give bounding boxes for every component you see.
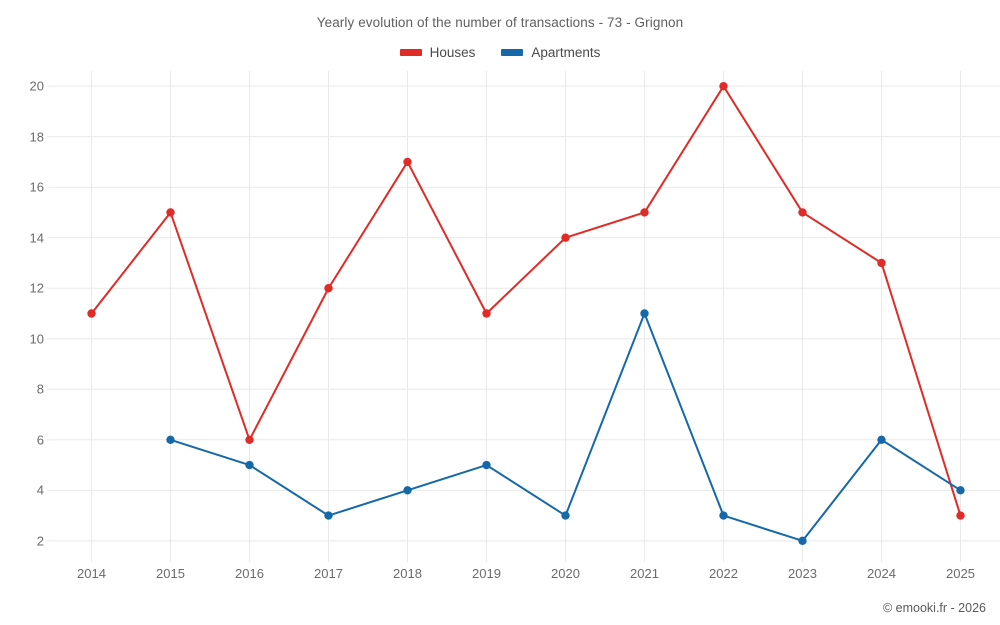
legend-label-houses: Houses	[429, 45, 476, 60]
y-axis-label: 2	[36, 533, 44, 549]
x-axis-label: 2014	[77, 566, 106, 581]
plot-area	[47, 71, 1000, 562]
y-axis-label: 18	[29, 129, 44, 145]
data-point-houses[interactable]	[482, 309, 491, 318]
data-point-apartments[interactable]	[877, 435, 886, 444]
data-point-houses[interactable]	[245, 435, 254, 444]
legend-label-apartments: Apartments	[531, 45, 601, 60]
x-axis-label: 2022	[709, 566, 738, 581]
data-point-houses[interactable]	[561, 233, 570, 242]
data-point-houses[interactable]	[87, 309, 96, 318]
x-axis-label: 2017	[314, 566, 343, 581]
chart-title: Yearly evolution of the number of transa…	[316, 15, 684, 30]
y-axis-tick-labels: 2 4 6 8 10 12 14 16 18 20	[0, 71, 44, 556]
legend-swatch-houses	[399, 49, 422, 56]
y-axis-label: 14	[29, 230, 44, 246]
data-point-apartments[interactable]	[640, 309, 649, 318]
x-axis-label: 2019	[472, 566, 501, 581]
data-point-houses[interactable]	[403, 157, 412, 167]
data-point-apartments[interactable]	[561, 511, 570, 520]
y-axis-label: 20	[29, 78, 44, 94]
data-point-apartments[interactable]	[403, 486, 412, 495]
y-axis-label: 10	[29, 331, 44, 347]
y-axis-label: 8	[36, 381, 44, 397]
x-axis-tick-labels: 2014 2015 2016 2017 2018 2019 2020 2021 2022 2023…	[52, 566, 1000, 586]
data-point-houses[interactable]	[956, 511, 965, 520]
x-axis-label: 2020	[551, 566, 580, 581]
data-point-apartments[interactable]	[956, 486, 965, 495]
x-axis-label: 2021	[630, 566, 659, 581]
legend-item-apartments[interactable]: Apartments	[501, 45, 600, 60]
data-point-houses[interactable]	[640, 208, 649, 217]
y-axis-label: 6	[36, 432, 44, 448]
x-axis-label: 2025	[946, 566, 975, 581]
x-axis-label: 2015	[156, 566, 185, 581]
legend-swatch-apartments	[501, 49, 524, 56]
y-axis-label: 12	[29, 280, 44, 296]
legend-item-houses[interactable]: Houses	[399, 45, 476, 60]
series-line-houses	[90, 85, 962, 517]
data-point-apartments[interactable]	[245, 460, 254, 470]
data-point-houses[interactable]	[324, 284, 333, 293]
x-axis-label: 2023	[788, 566, 817, 581]
y-axis-label: 16	[29, 179, 44, 195]
data-point-houses[interactable]	[877, 258, 886, 268]
x-axis-label: 2024	[867, 566, 896, 581]
footer-credit: © emooki.fr - 2026	[882, 601, 986, 615]
data-point-apartments[interactable]	[324, 511, 333, 520]
data-point-apartments[interactable]	[798, 536, 807, 546]
chart-legend: Houses Apartments	[0, 45, 1000, 60]
x-axis-label: 2018	[393, 566, 422, 581]
data-point-houses[interactable]	[719, 81, 728, 91]
plot-svg	[47, 71, 1000, 562]
y-axis-label: 4	[36, 482, 44, 498]
x-axis-label: 2016	[235, 566, 264, 581]
data-point-apartments[interactable]	[719, 511, 728, 520]
data-point-apartments[interactable]	[166, 435, 175, 444]
data-point-houses[interactable]	[798, 208, 807, 217]
data-point-houses[interactable]	[166, 208, 175, 217]
data-point-apartments[interactable]	[482, 460, 491, 470]
